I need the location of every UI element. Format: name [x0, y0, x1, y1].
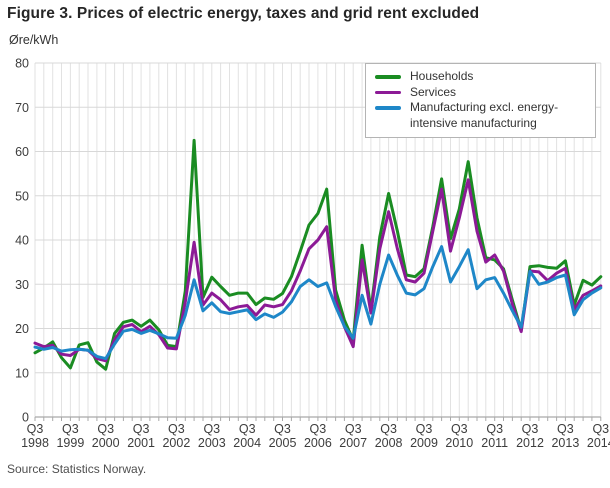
- legend-label-manufacturing: Manufacturing excl. energy-intensive man…: [410, 100, 559, 130]
- svg-text:1999: 1999: [56, 436, 84, 450]
- svg-text:80: 80: [15, 57, 29, 71]
- svg-text:2000: 2000: [92, 436, 120, 450]
- legend-item-services: Services: [375, 85, 586, 101]
- svg-text:Q3: Q3: [97, 422, 114, 436]
- svg-text:Q3: Q3: [557, 422, 574, 436]
- svg-text:Q3: Q3: [62, 422, 79, 436]
- svg-text:2002: 2002: [162, 436, 190, 450]
- legend-label-households: Households: [410, 69, 474, 83]
- svg-text:30: 30: [15, 278, 29, 292]
- svg-text:2011: 2011: [481, 436, 508, 450]
- svg-text:40: 40: [15, 234, 29, 248]
- svg-text:2014: 2014: [587, 436, 610, 450]
- svg-text:Q3: Q3: [522, 422, 539, 436]
- svg-text:1998: 1998: [21, 436, 49, 450]
- svg-text:Q3: Q3: [380, 422, 397, 436]
- svg-text:Q3: Q3: [310, 422, 327, 436]
- chart-plot-area: 01020304050607080Q31998Q31999Q32000Q3200…: [15, 57, 610, 451]
- svg-text:70: 70: [15, 101, 29, 115]
- svg-text:2001: 2001: [127, 436, 155, 450]
- x-axis-labels: Q31998Q31999Q32000Q32001Q32002Q32003Q320…: [21, 422, 610, 450]
- svg-text:Q3: Q3: [416, 422, 433, 436]
- series-line-services: [33, 178, 603, 363]
- svg-text:2010: 2010: [445, 436, 473, 450]
- households-line-swatch-icon: [375, 75, 401, 79]
- svg-text:2006: 2006: [304, 436, 332, 450]
- svg-text:0: 0: [22, 411, 29, 425]
- svg-text:2003: 2003: [198, 436, 226, 450]
- svg-text:Q3: Q3: [486, 422, 503, 436]
- svg-text:Q3: Q3: [451, 422, 468, 436]
- svg-text:10: 10: [15, 366, 29, 380]
- svg-text:Q3: Q3: [274, 422, 291, 436]
- svg-text:2005: 2005: [269, 436, 297, 450]
- svg-text:2007: 2007: [339, 436, 367, 450]
- svg-text:Q3: Q3: [133, 422, 150, 436]
- y-axis-labels: 0 10 20 30 40 50 60 70 80: [15, 57, 29, 425]
- series-line-manufacturing: [33, 245, 603, 361]
- svg-text:Q3: Q3: [592, 422, 609, 436]
- svg-text:Q3: Q3: [239, 422, 256, 436]
- legend-item-households: Households: [375, 69, 586, 85]
- chart-title: Figure 3. Prices of electric energy, tax…: [7, 5, 480, 22]
- svg-text:2013: 2013: [551, 436, 579, 450]
- svg-text:2012: 2012: [516, 436, 544, 450]
- svg-text:2009: 2009: [410, 436, 438, 450]
- svg-text:2004: 2004: [233, 436, 261, 450]
- svg-text:Q3: Q3: [168, 422, 185, 436]
- services-line-swatch-icon: [375, 90, 401, 95]
- legend-label-services: Services: [410, 84, 457, 99]
- svg-text:Q3: Q3: [345, 422, 362, 436]
- svg-text:60: 60: [15, 145, 29, 159]
- svg-text:20: 20: [15, 322, 29, 336]
- source-note: Source: Statistics Norway.: [7, 462, 147, 476]
- svg-text:2008: 2008: [375, 436, 403, 450]
- manufacturing-line-swatch-icon: [375, 106, 401, 110]
- svg-text:50: 50: [15, 189, 29, 203]
- y-axis-unit-label: Øre/kWh: [9, 33, 59, 47]
- legend: Households Services Manufacturing excl. …: [365, 63, 596, 139]
- svg-text:Q3: Q3: [27, 422, 44, 436]
- x-axis-ticks: [34, 417, 602, 421]
- legend-item-manufacturing: Manufacturing excl. energy-intensive man…: [375, 100, 586, 131]
- svg-text:Q3: Q3: [203, 422, 220, 436]
